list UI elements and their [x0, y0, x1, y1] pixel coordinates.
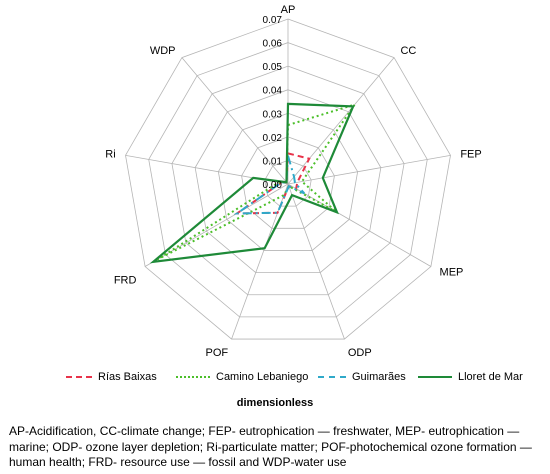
- tick-label-3: 0.03: [263, 109, 283, 120]
- tick-label-4: 0.04: [263, 86, 283, 97]
- axis-label-odp: ODP: [348, 347, 372, 359]
- legend-item-camino-lebaniego: Camino Lebaniego: [176, 371, 308, 383]
- spoke-fep: [287, 154, 451, 185]
- axis-label-mep: MEP: [440, 267, 464, 279]
- tick-label-6: 0.06: [263, 39, 283, 50]
- spoke-odp: [287, 183, 345, 340]
- axis-label-cc: CC: [400, 45, 416, 57]
- grid-ring-2: [241, 136, 335, 229]
- tick-label-1: 0.01: [263, 156, 283, 167]
- grid-ring-5: [171, 65, 405, 296]
- grid-ring-7: [125, 18, 451, 340]
- grid-ring-4: [194, 89, 382, 273]
- axis-label-ap: AP: [281, 4, 296, 16]
- grid-ring-6: [148, 42, 428, 318]
- legend-swatch-camino-lebaniego: [176, 376, 210, 378]
- axis-label-fep: FEP: [460, 149, 481, 161]
- legend-swatch-guimaraes: [318, 376, 346, 378]
- tick-label-0: 0.00: [263, 180, 283, 191]
- legend-item-guimaraes: Guimarães: [318, 371, 406, 383]
- legend-item-lloret-de-mar: Lloret de Mar: [418, 371, 523, 383]
- legend-label-guimaraes: Guimarães: [352, 371, 406, 383]
- radar-series: [149, 102, 358, 264]
- series-line-lloret-de-mar: [149, 102, 355, 264]
- radar-grid: [125, 18, 451, 340]
- grid-ring-1: [264, 160, 312, 207]
- legend-item-rias-baixas: Rías Baixas: [66, 371, 157, 383]
- spoke-wdp: [181, 57, 289, 185]
- series-line-camino-lebaniego: [156, 102, 358, 261]
- tick-label-2: 0.02: [263, 133, 283, 144]
- spoke-cc: [287, 57, 395, 185]
- tick-label-5: 0.05: [263, 62, 283, 73]
- grid-ring-3: [217, 112, 359, 251]
- legend-label-rias-baixas: Rías Baixas: [98, 371, 157, 383]
- spoke-pof: [231, 183, 289, 340]
- spoke-frd: [144, 183, 289, 267]
- legend: Rías Baixas Camino Lebaniego Guimarães L…: [0, 368, 550, 388]
- legend-swatch-rias-baixas: [66, 376, 92, 378]
- legend-label-lloret-de-mar: Lloret de Mar: [458, 371, 523, 383]
- legend-label-camino-lebaniego: Camino Lebaniego: [216, 371, 309, 383]
- tick-label-7: 0.07: [263, 15, 283, 26]
- dimension-label: dimensionless: [236, 397, 314, 409]
- axis-label-pof: POF: [206, 347, 229, 359]
- axis-label-ri: Ri: [105, 149, 115, 161]
- legend-swatch-lloret-de-mar: [418, 376, 452, 378]
- series-line-r-as-baixas: [233, 152, 311, 215]
- axis-label-frd: FRD: [114, 275, 137, 287]
- figure-caption: AP-Acidification, CC-climate change; FEP…: [9, 424, 532, 469]
- axis-label-wdp: WDP: [150, 45, 176, 57]
- spoke-mep: [287, 183, 432, 267]
